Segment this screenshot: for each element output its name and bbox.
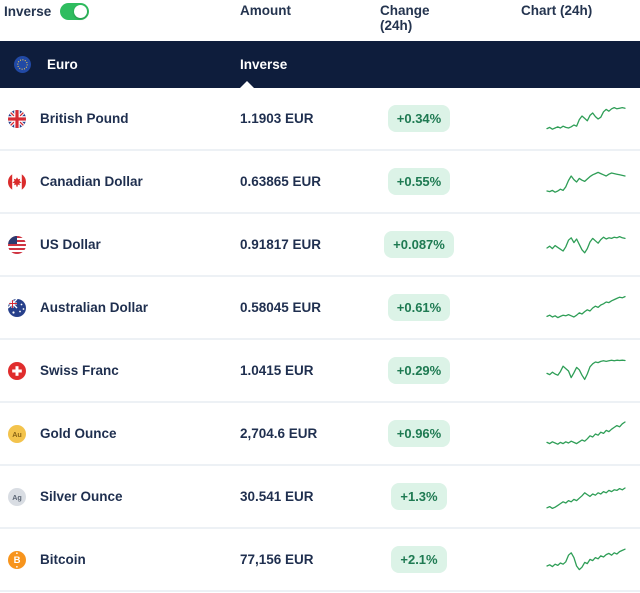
table-row[interactable]: Canadian Dollar 0.63865 EUR +0.55% <box>0 151 640 214</box>
currency-amount: 1.1903 EUR <box>240 111 314 126</box>
change-badge: +0.55% <box>387 168 451 195</box>
currency-amount: 0.91817 EUR <box>240 237 322 252</box>
sparkline-chart <box>546 235 626 253</box>
currency-amount: 2,704.6 EUR <box>240 426 318 441</box>
gold-icon: Au <box>8 424 26 443</box>
us-flag-icon <box>8 235 26 254</box>
table-row[interactable]: B Bitcoin 77,156 EUR +2.1% <box>0 529 640 592</box>
currency-amount: 1.0415 EUR <box>240 363 314 378</box>
sparkline-chart <box>546 486 626 509</box>
currency-name: Australian Dollar <box>40 300 149 315</box>
change-badge: +0.087% <box>384 231 454 258</box>
sparkline-chart <box>546 359 626 380</box>
bitcoin-icon: B <box>8 550 26 569</box>
toggle-knob-icon <box>74 5 88 18</box>
svg-text:B: B <box>14 555 21 566</box>
sparkline-chart <box>546 295 626 318</box>
column-header-change: Change (24h) <box>380 3 430 33</box>
euro-flag-icon <box>14 56 31 73</box>
currency-name: Swiss Franc <box>40 363 119 378</box>
sparkline-chart <box>546 106 626 130</box>
ca-flag-icon <box>8 172 26 191</box>
sparkline-chart <box>546 171 626 193</box>
base-amount-label: Inverse <box>240 57 288 72</box>
table-row[interactable]: Australian Dollar 0.58045 EUR +0.61% <box>0 277 640 340</box>
svg-text:Au: Au <box>12 430 22 439</box>
change-badge: +2.1% <box>391 546 447 573</box>
svg-text:Ag: Ag <box>12 493 22 502</box>
change-badge: +0.29% <box>387 357 451 384</box>
row-pointer-arrow <box>240 81 254 88</box>
currency-amount: 77,156 EUR <box>240 552 314 567</box>
change-badge: +1.3% <box>391 483 447 510</box>
change-badge: +0.96% <box>387 420 451 447</box>
currency-name: British Pound <box>40 111 129 126</box>
currency-amount: 0.63865 EUR <box>240 174 322 189</box>
gb-flag-icon <box>8 109 26 128</box>
inverse-toggle-label: Inverse <box>4 4 52 19</box>
table-row[interactable]: US Dollar 0.91817 EUR +0.087% <box>0 214 640 277</box>
silver-icon: Ag <box>8 487 26 506</box>
column-header-chart: Chart (24h) <box>521 3 593 18</box>
inverse-toggle[interactable] <box>60 3 90 20</box>
change-badge: +0.61% <box>387 294 451 321</box>
column-header-amount: Amount <box>240 3 291 18</box>
change-badge: +0.34% <box>387 105 451 132</box>
ch-flag-icon <box>8 361 26 380</box>
table-row[interactable]: Swiss Franc 1.0415 EUR +0.29% <box>0 340 640 403</box>
base-currency-name: Euro <box>47 57 78 72</box>
table-row[interactable]: British Pound 1.1903 EUR +0.34% <box>0 88 640 151</box>
currency-name: Bitcoin <box>40 552 86 567</box>
base-currency-band: Euro Inverse <box>0 41 640 88</box>
currency-name: US Dollar <box>40 237 101 252</box>
currency-name: Canadian Dollar <box>40 174 143 189</box>
currency-name: Gold Ounce <box>40 426 117 441</box>
au-flag-icon <box>8 298 26 317</box>
table-row[interactable]: Ag Silver Ounce 30.541 EUR +1.3% <box>0 466 640 529</box>
table-row[interactable]: Au Gold Ounce 2,704.6 EUR +0.96% <box>0 403 640 466</box>
table-header: Inverse Amount Change (24h) Chart (24h) <box>0 0 640 41</box>
currency-amount: 30.541 EUR <box>240 489 314 504</box>
currency-amount: 0.58045 EUR <box>240 300 322 315</box>
sparkline-chart <box>546 420 626 445</box>
sparkline-chart <box>546 548 626 570</box>
currency-name: Silver Ounce <box>40 489 123 504</box>
